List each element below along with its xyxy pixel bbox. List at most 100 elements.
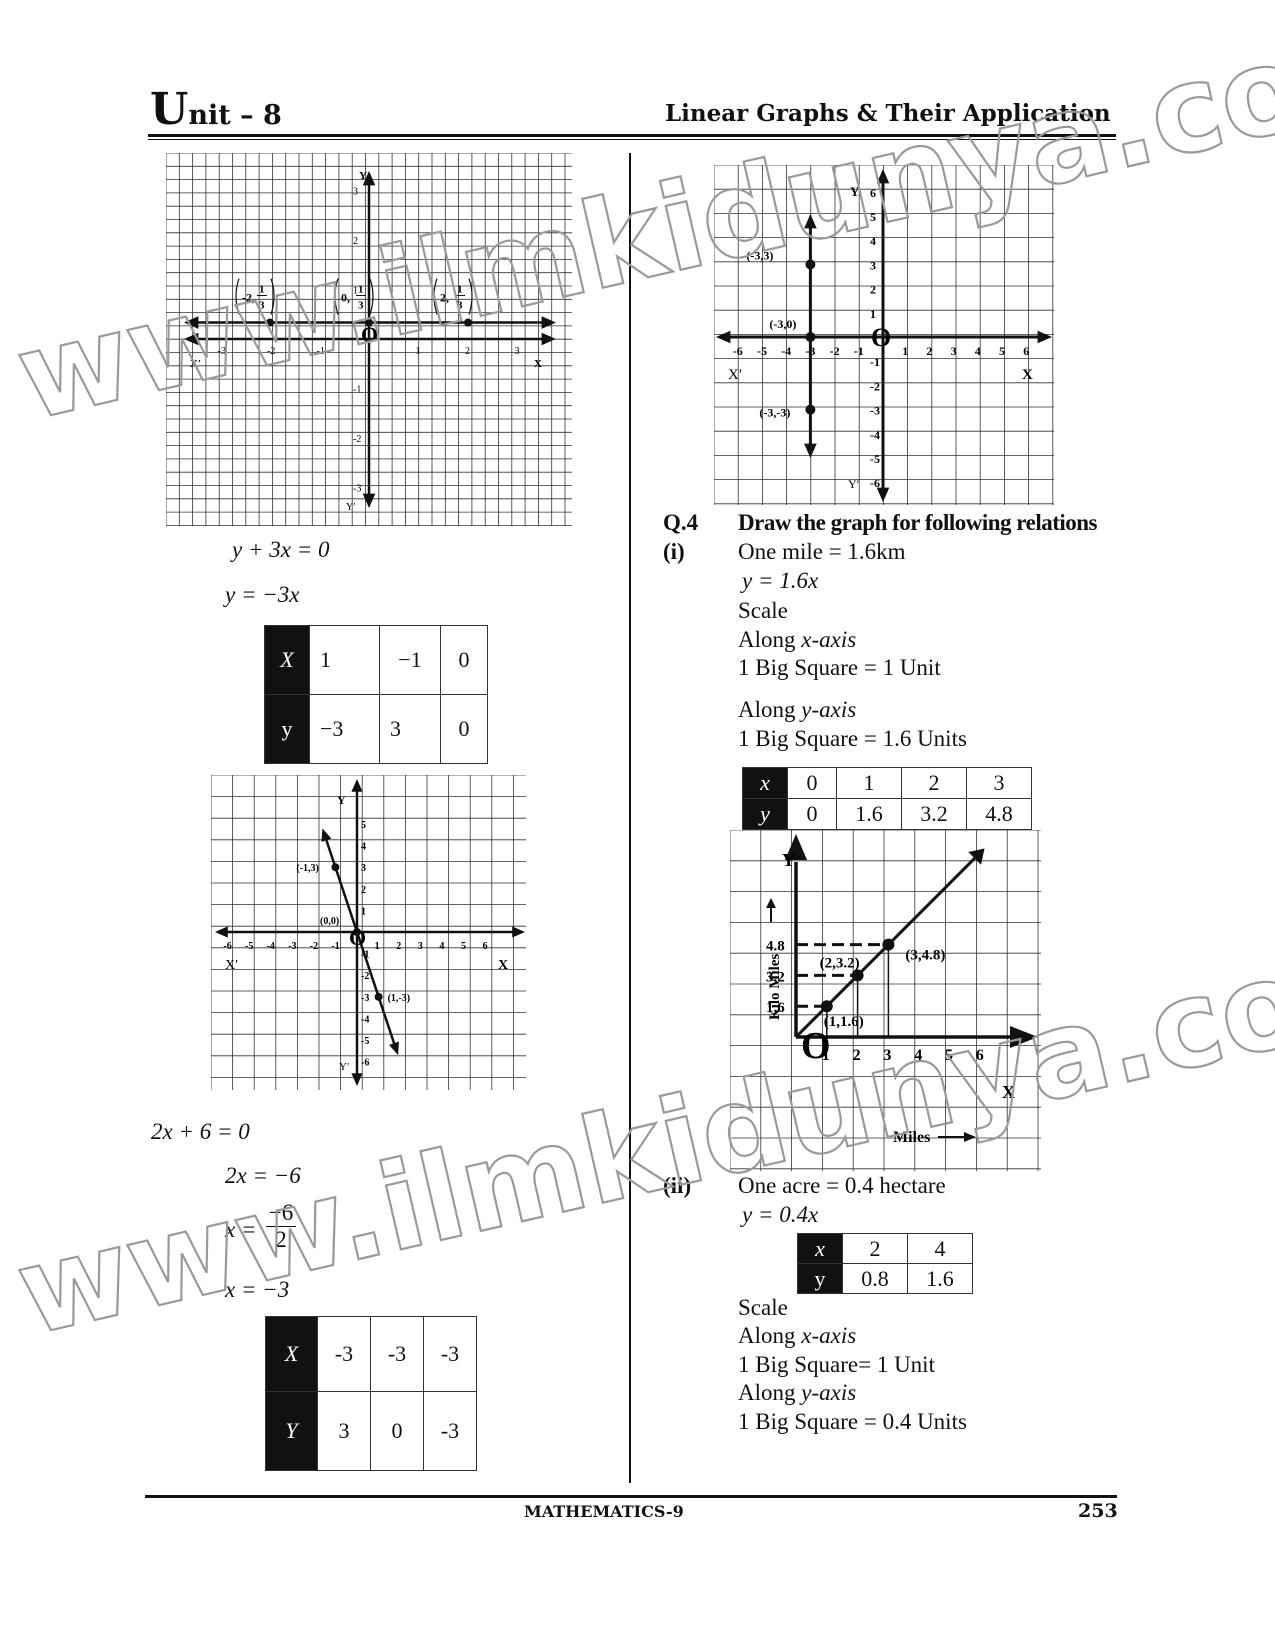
table-cell: -3 xyxy=(317,1316,371,1392)
scale-axis-name: y-axis xyxy=(801,1380,857,1405)
x-tick-label: -2 xyxy=(267,346,275,357)
point-label: (3,4.8) xyxy=(905,948,945,964)
equation-x-minus-3: x = −3 xyxy=(225,1277,290,1302)
table-cell: 3 xyxy=(379,694,441,764)
table-row: y −3 3 0 xyxy=(264,694,488,764)
scale-x-axis-line: Along x-axis xyxy=(738,627,856,653)
y-tick-label: -3 xyxy=(870,404,880,418)
y-axis-arrowhead xyxy=(362,493,376,508)
table-cell: -3 xyxy=(423,1316,477,1392)
graph1-x-neg-label: X′ xyxy=(190,358,201,370)
x-tick-label: 1 xyxy=(902,344,908,358)
table-cell: 0.8 xyxy=(842,1263,908,1294)
y-tick-label: -2 xyxy=(353,434,361,445)
scale-x-value: 1 Big Square= 1 Unit xyxy=(738,1352,935,1377)
table-cell: 4.8 xyxy=(966,798,1032,830)
y-axis-arrowhead xyxy=(351,1073,363,1086)
scale-along: Along xyxy=(738,1323,796,1348)
y-tick-label: 5 xyxy=(870,210,876,224)
y-tick-label: 4 xyxy=(870,234,876,248)
x-axis-arrowhead xyxy=(184,316,199,329)
graph2-x-neg-label: X′ xyxy=(225,958,238,973)
data-point xyxy=(464,318,472,327)
unit-heading: Unit – 8 xyxy=(150,84,282,135)
point-label-paren xyxy=(433,278,438,315)
x-tick-label: 4 xyxy=(975,344,981,358)
x-tick-label: -1 xyxy=(317,346,325,357)
graph4-axes: 1 2 3 4 5 6 1.6 3.2 4.8 xyxy=(766,834,1038,1064)
y-tick-label: -1 xyxy=(870,355,880,369)
data-point xyxy=(820,1000,833,1013)
y-tick-label: -3 xyxy=(361,993,369,1004)
table-cell: 3 xyxy=(966,767,1032,799)
table-header-cell: x xyxy=(742,767,788,799)
part-i-equation: y = 1.6x xyxy=(742,568,819,593)
y-axis-arrowhead xyxy=(351,779,363,792)
x-tick-label: 3 xyxy=(418,941,423,952)
table-cell: 4 xyxy=(907,1233,973,1264)
point-label: (2,3.2) xyxy=(820,955,860,971)
y-tick-label: 3.2 xyxy=(766,969,785,985)
data-point xyxy=(374,992,383,1001)
x-tick-label: -6 xyxy=(223,941,231,952)
part-i-number: (i) xyxy=(663,539,685,564)
point-label-numerator: 1 xyxy=(358,284,364,296)
table-cell: 3.2 xyxy=(901,798,967,830)
graph1-y-label: Y xyxy=(359,170,367,182)
y-tick-label: 5 xyxy=(361,820,366,831)
y-tick-label: -3 xyxy=(353,484,361,495)
x-axis-arrowhead xyxy=(184,332,199,346)
y-tick-label: 3 xyxy=(361,863,366,874)
graph4-y-label: Y xyxy=(782,850,795,870)
table-row: Y 3 0 -3 xyxy=(265,1391,477,1471)
x-tick-label: 1 xyxy=(822,1047,830,1064)
x-tick-label: 3 xyxy=(883,1047,891,1064)
graph4-points: (1,1.6) (2,3.2) (3,4.8) xyxy=(794,848,985,1039)
point-label-denominator: 3 xyxy=(259,300,265,312)
y-tick-label: -6 xyxy=(361,1058,369,1069)
x-tick-label: 4 xyxy=(439,941,444,952)
y-tick-label: 1.6 xyxy=(766,1000,785,1016)
y-tick-label: 2 xyxy=(870,283,876,297)
y-tick-label: 1 xyxy=(361,906,366,917)
point-label-paren xyxy=(369,278,374,315)
data-point xyxy=(266,318,274,327)
table-x-minus-3: X -3 -3 -3 Y 3 0 -3 xyxy=(265,1316,477,1471)
scale-y-value: 1 Big Square = 1.6 Units xyxy=(738,726,967,751)
graph3-line-arrowhead xyxy=(804,214,817,229)
graph3-y-label: Y xyxy=(850,184,860,199)
x-axis-arrowhead xyxy=(215,926,228,938)
point-label-numerator: 1 xyxy=(457,284,463,296)
graph3-y-neg-label: Y′ xyxy=(848,477,860,491)
scale-heading: Scale xyxy=(738,1295,788,1320)
y-tick-label: 4 xyxy=(361,842,366,853)
scale-axis-name: x-axis xyxy=(801,627,857,652)
equation-y-minus-3x: y = −3x xyxy=(225,582,300,607)
point-label-paren xyxy=(270,278,275,315)
table-row: y 0 1.6 3.2 4.8 xyxy=(742,798,1032,830)
part-i-relation: One mile = 1.6km xyxy=(738,539,906,564)
data-point xyxy=(805,404,816,415)
graph2-y-label: Y xyxy=(337,793,346,807)
y-axis-arrowhead xyxy=(362,171,376,186)
point-label: -2, xyxy=(242,291,255,305)
x-tick-label: -3 xyxy=(218,346,226,357)
graph2-line-arrowhead xyxy=(389,1041,400,1056)
y-axis-arrowhead xyxy=(876,487,890,502)
point-label-denominator: 3 xyxy=(457,300,463,312)
x-tick-label: -2 xyxy=(830,344,840,358)
scale-x-value: 1 Big Square = 1 Unit xyxy=(738,655,941,680)
equation-x-fraction-lhs: x = xyxy=(225,1217,257,1242)
x-axis-arrowhead xyxy=(541,332,556,346)
point-label: (-3,3) xyxy=(746,248,773,262)
table-cell: 0 xyxy=(787,767,837,799)
x-tick-label: 6 xyxy=(976,1047,984,1064)
y-tick-label: -5 xyxy=(361,1036,369,1047)
table-row: X 1 −1 0 xyxy=(264,625,488,695)
equation-2x-minus-6: 2x = −6 xyxy=(225,1163,301,1188)
graph2-origin: O xyxy=(349,925,366,950)
